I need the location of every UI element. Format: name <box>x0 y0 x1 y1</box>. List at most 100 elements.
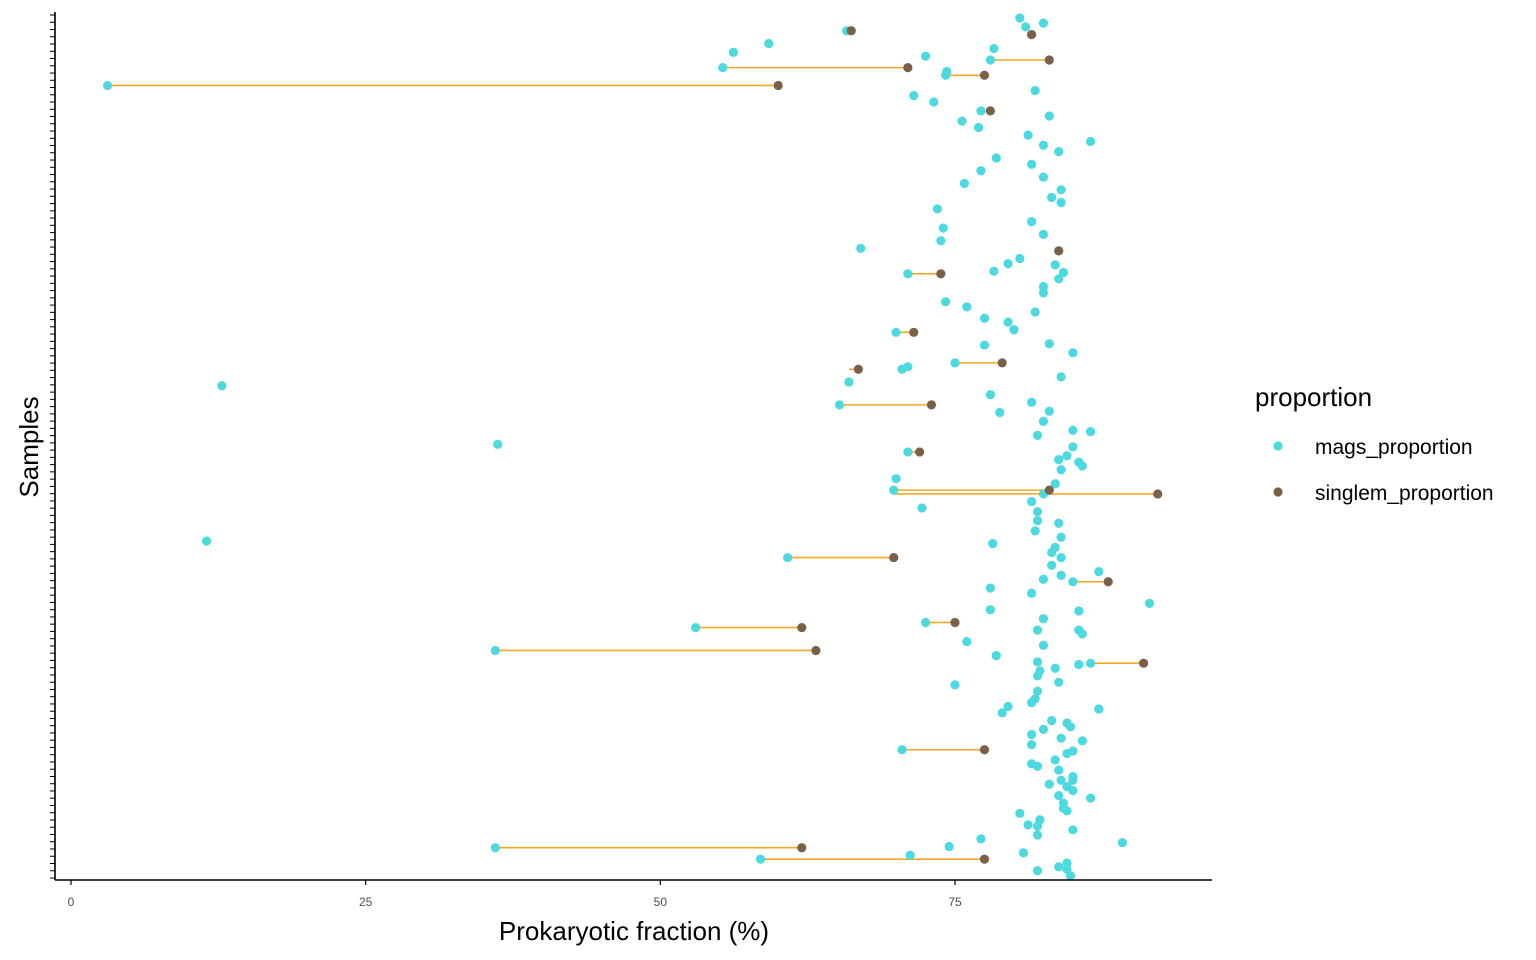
mags-point-153 <box>1068 785 1078 796</box>
mags-point-62 <box>1056 372 1066 382</box>
mags-point-170 <box>905 850 915 860</box>
mags-point-150 <box>1056 775 1066 785</box>
singlem-point-11 <box>853 364 863 374</box>
singlem-point-17 <box>1103 577 1113 587</box>
mags-point-7 <box>728 47 739 57</box>
mags-point-83 <box>1050 479 1060 489</box>
mags-point-126 <box>950 680 960 690</box>
mags-point-99 <box>1047 560 1057 570</box>
mags-point-89 <box>1032 516 1043 526</box>
mags-point-165 <box>976 834 986 844</box>
mags-point-75 <box>1068 442 1078 452</box>
mags-point-78 <box>1054 454 1064 465</box>
mags-point-20 <box>973 122 984 133</box>
mags-point-84 <box>889 485 899 495</box>
singlem-point-2 <box>903 63 913 73</box>
mags-point-114 <box>691 622 701 633</box>
singlem-points <box>773 26 1163 864</box>
mags-point-34 <box>1027 217 1037 227</box>
mags-point-144 <box>1050 755 1060 765</box>
singlem-point-18 <box>950 617 960 628</box>
mags-point-173 <box>1054 862 1064 872</box>
mags-point-32 <box>1056 197 1066 208</box>
mags-point-121 <box>1085 658 1096 668</box>
mags-point-96 <box>1047 547 1057 558</box>
mags-point-13 <box>102 80 113 91</box>
mags-point-25 <box>991 153 1001 163</box>
mags-point-57 <box>979 340 990 350</box>
mags-point-49 <box>940 297 951 307</box>
mags-point-33 <box>932 204 942 214</box>
mags-point-66 <box>1027 397 1037 407</box>
mags-point-109 <box>1038 614 1048 624</box>
mags-point-88 <box>1032 507 1043 517</box>
singlem-point-0 <box>846 26 856 36</box>
mags-point-97 <box>1056 552 1066 563</box>
mags-point-155 <box>1085 793 1096 803</box>
x-tick-label-3: 75 <box>948 895 962 909</box>
mags-point-90 <box>1054 518 1064 528</box>
mags-point-91 <box>1030 526 1040 536</box>
mags-point-100 <box>1094 566 1104 577</box>
mags-point-102 <box>1038 574 1048 584</box>
mags-point-163 <box>1068 825 1078 835</box>
mags-point-130 <box>1094 704 1104 714</box>
mags-point-129 <box>1027 698 1037 708</box>
mags-point-12 <box>940 70 951 80</box>
mags-point-59 <box>950 358 960 368</box>
mags-point-82 <box>891 474 901 484</box>
mags-point-108 <box>1074 606 1084 616</box>
singlem-point-21 <box>1138 658 1149 668</box>
mags-point-55 <box>1009 325 1019 335</box>
mags-point-87 <box>917 503 927 513</box>
mags-point-131 <box>1003 701 1013 712</box>
mags-point-110 <box>920 617 931 628</box>
mags-point-51 <box>1030 307 1040 317</box>
mags-point-37 <box>936 236 946 246</box>
mags-point-133 <box>1047 715 1057 726</box>
mags-point-40 <box>1015 253 1025 264</box>
mags-point-52 <box>979 313 990 323</box>
singlem-point-9 <box>909 327 919 337</box>
mags-point-45 <box>1058 267 1069 278</box>
mags-point-6 <box>989 43 999 54</box>
mags-point-124 <box>1032 671 1043 681</box>
mags-point-73 <box>1032 430 1043 441</box>
mags-point-127 <box>1032 686 1043 696</box>
mags-point-137 <box>1027 729 1037 740</box>
mags-point-18 <box>1044 111 1054 121</box>
mags-point-23 <box>1038 140 1048 150</box>
mags-point-118 <box>991 650 1001 661</box>
mags-point-43 <box>903 269 913 279</box>
mags-point-46 <box>1054 274 1064 284</box>
mags-point-105 <box>1027 588 1037 598</box>
singlem-point-14 <box>1044 485 1054 495</box>
mags-point-169 <box>1018 848 1028 858</box>
mags-point-42 <box>1050 260 1060 270</box>
mags-point-136 <box>1065 722 1076 732</box>
mags-point-111 <box>1032 625 1043 635</box>
mags-point-74 <box>493 439 503 449</box>
mags-point-149 <box>1068 775 1078 785</box>
mags-point-106 <box>1144 598 1155 608</box>
mags-point-19 <box>957 116 967 126</box>
mags-point-164 <box>1032 830 1043 840</box>
singlem-point-15 <box>1153 489 1163 499</box>
mags-point-56 <box>1044 339 1054 349</box>
y-ticks <box>50 14 55 879</box>
mags-point-104 <box>985 583 995 593</box>
mags-point-154 <box>1054 790 1064 801</box>
mags-point-30 <box>1056 185 1066 195</box>
mags-point-159 <box>1015 808 1025 818</box>
singlem-point-13 <box>915 447 925 457</box>
mags-point-116 <box>1038 640 1048 650</box>
mags-point-125 <box>1054 677 1064 687</box>
singlem-point-3 <box>1044 55 1054 65</box>
mags-point-141 <box>897 745 907 755</box>
mags-point-103 <box>1068 577 1078 587</box>
mags-point-64 <box>217 381 227 391</box>
mags-point-171 <box>755 854 766 864</box>
legend: proportion mags_proportion singlem_propo… <box>1255 382 1494 505</box>
legend-key-singlem <box>1273 487 1283 497</box>
mags-point-139 <box>1077 736 1087 746</box>
